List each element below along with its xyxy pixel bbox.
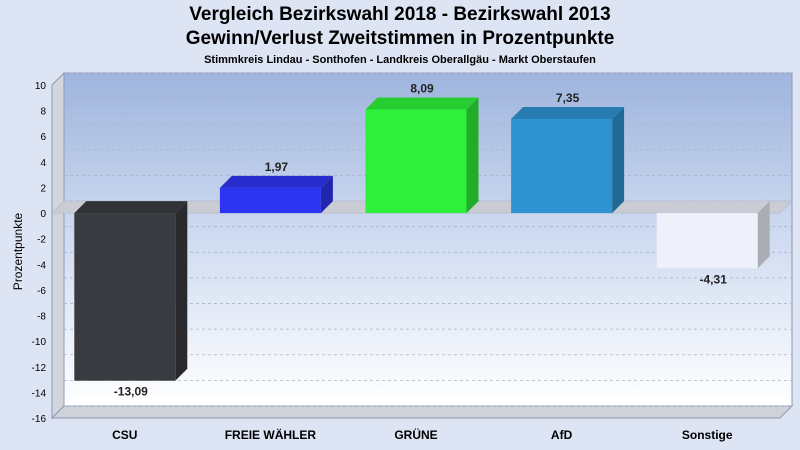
y-tick-label: 10: [35, 81, 47, 92]
y-tick-label: -2: [37, 235, 46, 246]
y-tick-label: 4: [40, 158, 46, 169]
y-tick-label: -8: [37, 312, 46, 323]
x-tick-label: Sonstige: [682, 428, 733, 442]
y-tick-label: 8: [40, 107, 46, 118]
bar: [365, 109, 467, 214]
bar-side: [466, 97, 479, 214]
y-tick-label: 2: [40, 183, 46, 194]
bar-top: [219, 175, 333, 188]
y-tick-label: -6: [37, 286, 46, 297]
plot-floor: [50, 405, 794, 419]
bar-top: [656, 201, 770, 214]
bar-top: [365, 97, 479, 110]
data-label: -13,09: [114, 385, 148, 399]
data-label: 8,09: [410, 81, 434, 95]
x-tick-label: FREIE WÄHLER: [225, 427, 317, 442]
chart-title: Vergleich Bezirkswahl 2018 - Bezirkswahl…: [189, 4, 611, 25]
chart-caption: Stimmkreis Lindau - Sonthofen - Landkrei…: [204, 54, 596, 66]
chart-subtitle: Gewinn/Verlust Zweitstimmen in Prozentpu…: [185, 28, 615, 49]
bar-top: [74, 201, 188, 214]
y-tick-label: -10: [32, 337, 47, 348]
x-tick-label: CSU: [112, 428, 137, 442]
y-tick-label: -16: [32, 414, 47, 425]
bar: [219, 187, 321, 214]
y-tick-label: 6: [40, 132, 46, 143]
y-tick-label: -14: [32, 388, 47, 399]
bar-side: [320, 175, 333, 214]
bar-top: [511, 106, 625, 119]
y-tick-label: -4: [37, 260, 46, 271]
data-label: 7,35: [556, 91, 580, 105]
plot-side-wall: [51, 71, 65, 420]
bar-side: [175, 201, 188, 381]
y-tick-label: -12: [32, 363, 47, 374]
data-label: -4,31: [700, 272, 728, 286]
bar-side: [757, 201, 770, 269]
data-label: 1,97: [265, 160, 289, 174]
bar-side: [612, 106, 625, 214]
y-axis-label: Prozentpunkte: [11, 212, 25, 290]
x-tick-label: GRÜNE: [394, 427, 437, 442]
bar: [656, 213, 758, 269]
x-tick-label: AfD: [551, 428, 573, 442]
y-tick-label: 0: [40, 209, 46, 220]
bar: [74, 213, 176, 381]
bar: [511, 118, 613, 214]
